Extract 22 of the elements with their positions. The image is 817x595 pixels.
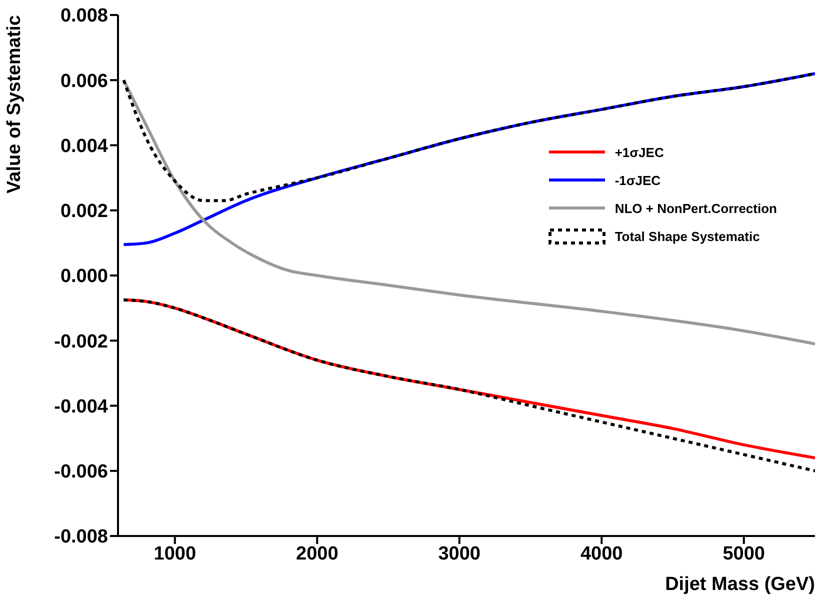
x-tick-label: 5000 [722, 543, 766, 564]
y-tick-label: 0.000 [60, 266, 108, 288]
y-tick-label: 0.004 [60, 136, 108, 157]
legend-label: +1σJEC [614, 144, 664, 160]
x-tick-label: 1000 [154, 543, 196, 564]
legend-label: Total Shape Systematic [614, 228, 760, 244]
line-series [122, 78, 815, 346]
y-tick-label: -0.006 [54, 462, 108, 483]
y-tick-label: 0.002 [60, 201, 108, 222]
y-axis-title: Value of Systematic [4, 14, 25, 194]
x-tick-label: 2000 [296, 543, 338, 564]
y-tick-label: 0.006 [60, 70, 108, 92]
x-tick-label: 4000 [580, 543, 623, 564]
y-tick-label: 0.008 [60, 6, 108, 27]
y-tick-label: -0.008 [54, 526, 108, 548]
y-tick-label: -0.002 [54, 331, 108, 352]
x-tick-label: 3000 [438, 543, 481, 564]
x-axis-title: Dijet Mass (GeV) [665, 574, 815, 595]
line-series [122, 72, 815, 202]
y-tick-label: -0.004 [54, 396, 108, 418]
legend-label: NLO + NonPert.Correction [614, 200, 777, 216]
legend-label: -1σJEC [614, 172, 661, 188]
